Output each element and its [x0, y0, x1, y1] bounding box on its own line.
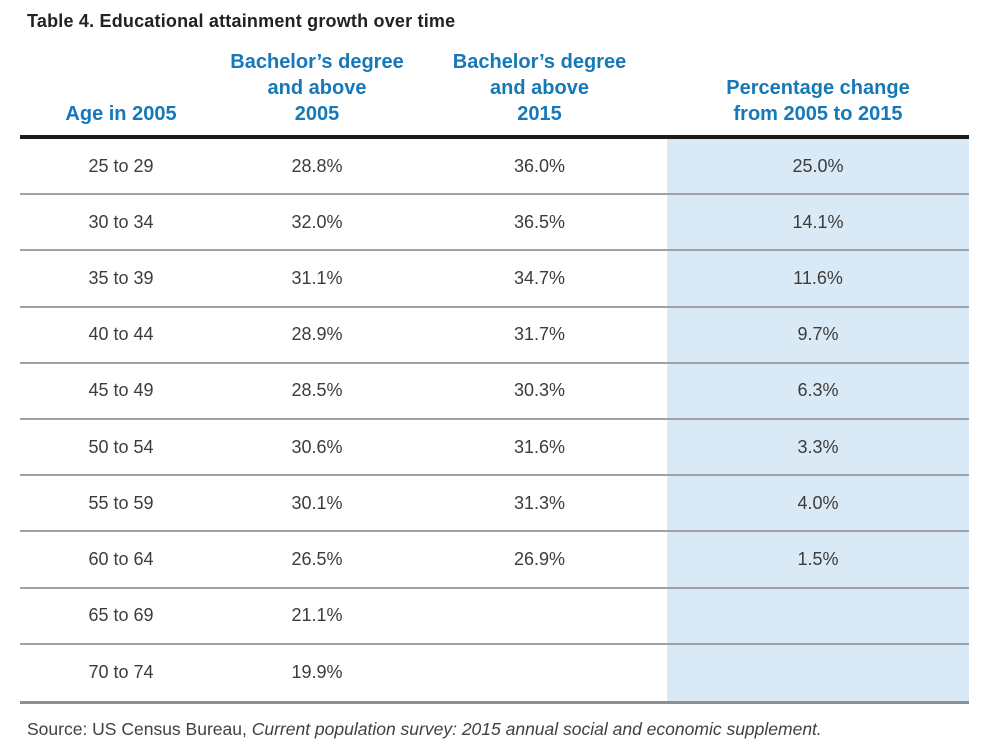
header-line: Age in 2005 [65, 103, 177, 125]
table-title: Table 4. Educational attainment growth o… [27, 11, 456, 31]
cell-age: 45 to 49 [88, 380, 154, 401]
educational-attainment-table: Age in 2005 Bachelor’s degree and above … [20, 49, 969, 704]
cell-change: 4.0% [667, 476, 969, 531]
cell-2015: 36.5% [513, 211, 566, 232]
cell-2005: 30.6% [291, 436, 343, 457]
cell-2005: 28.5% [291, 380, 343, 401]
header-line: 2005 [294, 103, 340, 125]
table-row: 50 to 54 30.6% 31.6% 3.3% [20, 419, 969, 477]
table-row: 45 to 49 28.5% 30.3% 6.3% [20, 363, 969, 420]
header-line: and above [267, 77, 367, 99]
cell-2015 [412, 589, 667, 643]
source-note: Source: US Census Bureau, Current popula… [27, 719, 822, 740]
cell-age: 65 to 69 [88, 605, 154, 626]
cell-age: 25 to 29 [88, 155, 154, 176]
header-line: Bachelor’s degree [452, 51, 627, 73]
header-line: and above [490, 77, 589, 99]
cell-2005: 28.9% [291, 324, 343, 345]
table-row: 35 to 39 31.1% 34.7% 11.6% [20, 251, 969, 308]
cell-2005: 28.8% [291, 155, 343, 176]
cell-2005: 32.0% [291, 211, 343, 232]
table-row: 60 to 64 26.5% 26.9% 1.5% [20, 532, 969, 589]
cell-age: 30 to 34 [88, 211, 154, 232]
table-row: 30 to 34 32.0% 36.5% 14.1% [20, 195, 969, 252]
table-row: 55 to 59 30.1% 31.3% 4.0% [20, 476, 969, 533]
column-header-age: Age in 2005 [20, 101, 222, 127]
cell-2005: 30.1% [291, 492, 343, 513]
source-citation: Current population survey: 2015 annual s… [251, 719, 822, 739]
cell-2015: 31.7% [513, 324, 566, 345]
column-header-bachelors-2005: Bachelor’s degree and above 2005 [222, 49, 412, 127]
cell-2015 [412, 645, 667, 701]
cell-change: 25.0% [667, 139, 969, 194]
column-header-bachelors-2015: Bachelor’s degree and above 2015 [412, 49, 667, 127]
cell-2005: 31.1% [291, 267, 343, 288]
cell-age: 40 to 44 [88, 324, 154, 345]
table-row: 70 to 74 19.9% [20, 644, 969, 701]
header-line: 2015 [517, 103, 562, 125]
cell-2015: 36.0% [513, 155, 566, 176]
cell-change [667, 588, 969, 643]
header-line: Percentage change [726, 77, 910, 99]
cell-change: 9.7% [667, 307, 969, 362]
table-row: 25 to 29 28.8% 36.0% 25.0% [20, 139, 969, 196]
cell-2005: 19.9% [291, 662, 343, 683]
cell-2005: 26.5% [291, 548, 343, 569]
cell-age: 70 to 74 [88, 662, 154, 683]
cell-2015: 34.7% [513, 267, 566, 288]
cell-change: 3.3% [667, 419, 969, 475]
cell-change [667, 644, 969, 701]
cell-change: 6.3% [667, 363, 969, 418]
cell-2005: 21.1% [291, 605, 343, 626]
cell-age: 55 to 59 [88, 492, 154, 513]
cell-age: 35 to 39 [88, 267, 154, 288]
cell-2015: 26.9% [513, 548, 566, 569]
header-line: Bachelor’s degree [230, 51, 404, 73]
table-body: 25 to 29 28.8% 36.0% 25.0% 30 to 34 32.0… [20, 139, 969, 704]
table-row: 40 to 44 28.9% 31.7% 9.7% [20, 307, 969, 364]
table-header-row: Age in 2005 Bachelor’s degree and above … [20, 49, 969, 139]
cell-2015: 30.3% [513, 380, 566, 401]
cell-age: 60 to 64 [88, 548, 154, 569]
cell-2015: 31.3% [513, 492, 566, 513]
table-row: 65 to 69 21.1% [20, 588, 969, 645]
source-prefix: Source: US Census Bureau, [27, 719, 252, 739]
header-line: from 2005 to 2015 [733, 103, 903, 125]
cell-2015: 31.6% [513, 436, 566, 457]
column-header-percentage-change: Percentage change from 2005 to 2015 [667, 75, 969, 127]
cell-change: 14.1% [667, 195, 969, 250]
cell-age: 50 to 54 [88, 436, 154, 457]
cell-change: 1.5% [667, 532, 969, 587]
cell-change: 11.6% [667, 251, 969, 306]
